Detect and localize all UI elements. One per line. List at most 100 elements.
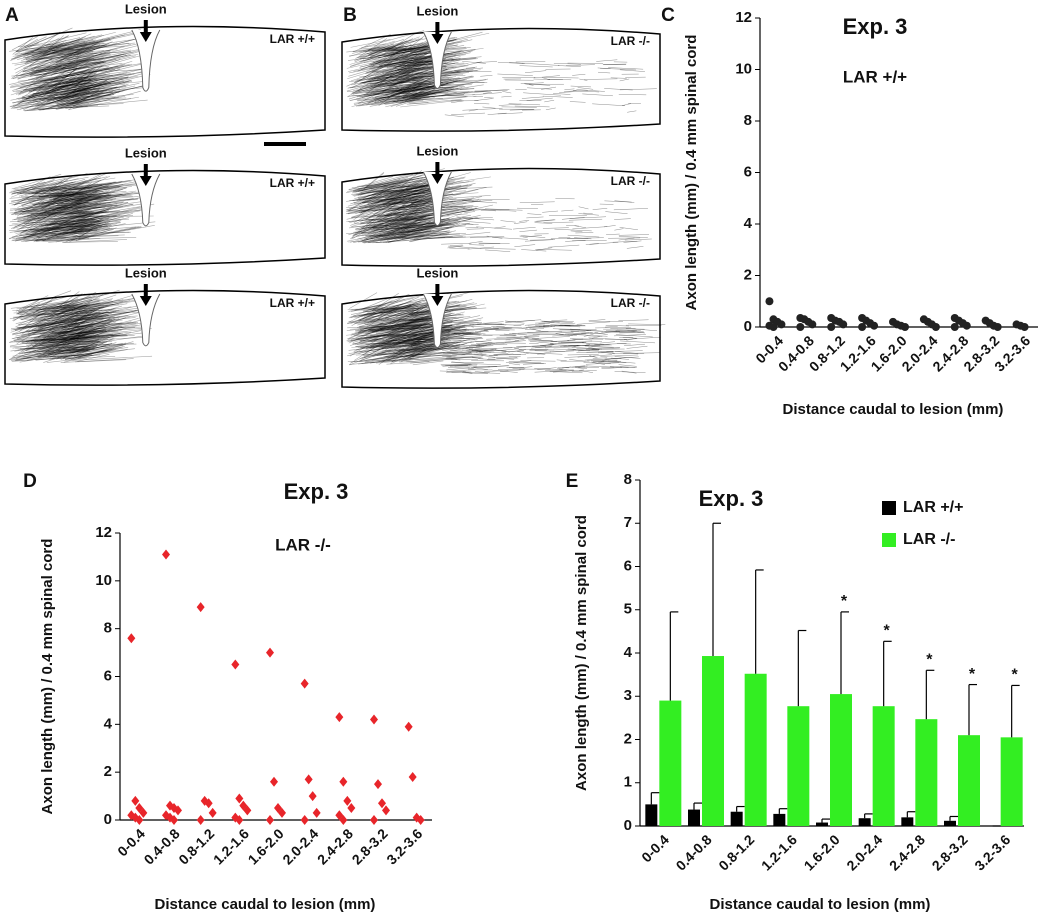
fiber: [59, 203, 101, 212]
fiber: [59, 331, 91, 340]
significance-mark: *: [884, 623, 891, 640]
fiber: [368, 82, 443, 96]
fiber: [367, 38, 420, 51]
fiber: [47, 301, 75, 318]
fiber: [411, 330, 451, 348]
fiber: [550, 340, 576, 343]
fiber: [60, 289, 120, 309]
point: [235, 793, 244, 804]
fiber: [17, 84, 56, 104]
fiber: [22, 200, 92, 218]
fiber: [356, 180, 437, 187]
fiber: [17, 189, 63, 208]
fiber: [451, 100, 464, 104]
genotype-label: LAR -/-: [611, 296, 650, 310]
fiber: [10, 347, 91, 361]
fiber: [501, 350, 524, 353]
fiber: [44, 216, 103, 226]
fiber: [489, 353, 514, 356]
fiber: [20, 216, 47, 234]
fiber: [52, 199, 74, 212]
fiber: [27, 342, 99, 361]
fiber: [543, 321, 555, 323]
fiber: [52, 194, 111, 213]
fiber: [16, 48, 42, 52]
fiber: [384, 335, 409, 351]
fiber: [513, 221, 528, 225]
fiber: [12, 348, 89, 357]
fiber: [349, 338, 379, 357]
fiber: [68, 230, 91, 243]
error-bar: [821, 818, 830, 823]
fiber: [18, 75, 68, 95]
fiber: [20, 88, 92, 103]
fiber: [351, 72, 406, 86]
fiber: [356, 43, 394, 59]
y-tick-label: 5: [624, 601, 632, 618]
fiber: [402, 81, 425, 98]
fiber: [346, 47, 386, 53]
fiber: [567, 354, 599, 356]
fiber: [379, 312, 440, 329]
fiber: [350, 189, 395, 205]
point: [839, 320, 848, 329]
fiber: [412, 360, 444, 366]
fiber: [406, 215, 481, 232]
fiber: [16, 86, 92, 99]
fiber: [12, 100, 38, 109]
x-tick-label: 2.8-3.2: [929, 831, 971, 873]
fiber: [534, 368, 563, 370]
fiber: [377, 90, 406, 102]
fiber: [363, 209, 439, 219]
fiber: [54, 94, 134, 103]
fiber: [63, 226, 140, 233]
fiber: [398, 56, 456, 67]
fiber: [380, 209, 432, 229]
fiber: [56, 216, 102, 223]
fiber: [18, 296, 95, 314]
fiber: [45, 221, 120, 225]
fiber: [29, 304, 74, 311]
fiber: [29, 344, 98, 353]
fiber: [571, 367, 588, 369]
fiber: [53, 64, 77, 73]
fiber: [409, 92, 449, 96]
fiber: [345, 206, 373, 215]
fiber: [446, 205, 474, 208]
fiber: [572, 349, 599, 351]
fiber: [583, 334, 594, 337]
fiber: [30, 218, 100, 236]
fiber: [35, 179, 69, 194]
fiber: [359, 222, 385, 233]
fiber: [348, 197, 408, 212]
fiber: [41, 325, 94, 338]
fiber: [65, 95, 126, 110]
fiber: [34, 344, 98, 353]
panel-label: E: [566, 471, 579, 492]
fiber: [47, 211, 85, 218]
error-bar: [883, 640, 892, 707]
fiber: [44, 206, 71, 219]
fiber: [547, 244, 580, 248]
fiber: [369, 334, 411, 337]
bar: [645, 804, 658, 826]
fiber: [358, 200, 432, 209]
fiber: [69, 215, 105, 219]
fiber: [41, 225, 79, 242]
fiber: [398, 232, 438, 240]
fiber: [374, 308, 401, 311]
fiber: [379, 222, 405, 233]
fiber: [9, 217, 89, 223]
fiber: [47, 310, 71, 328]
fiber: [8, 334, 31, 343]
fiber: [347, 307, 396, 325]
fiber: [350, 211, 386, 226]
fiber: [48, 83, 71, 96]
fiber: [63, 213, 91, 218]
fiber: [414, 207, 477, 219]
fiber: [29, 57, 54, 68]
fiber: [468, 349, 507, 352]
fiber: [362, 85, 424, 98]
fiber: [46, 67, 108, 85]
fiber: [31, 191, 101, 195]
